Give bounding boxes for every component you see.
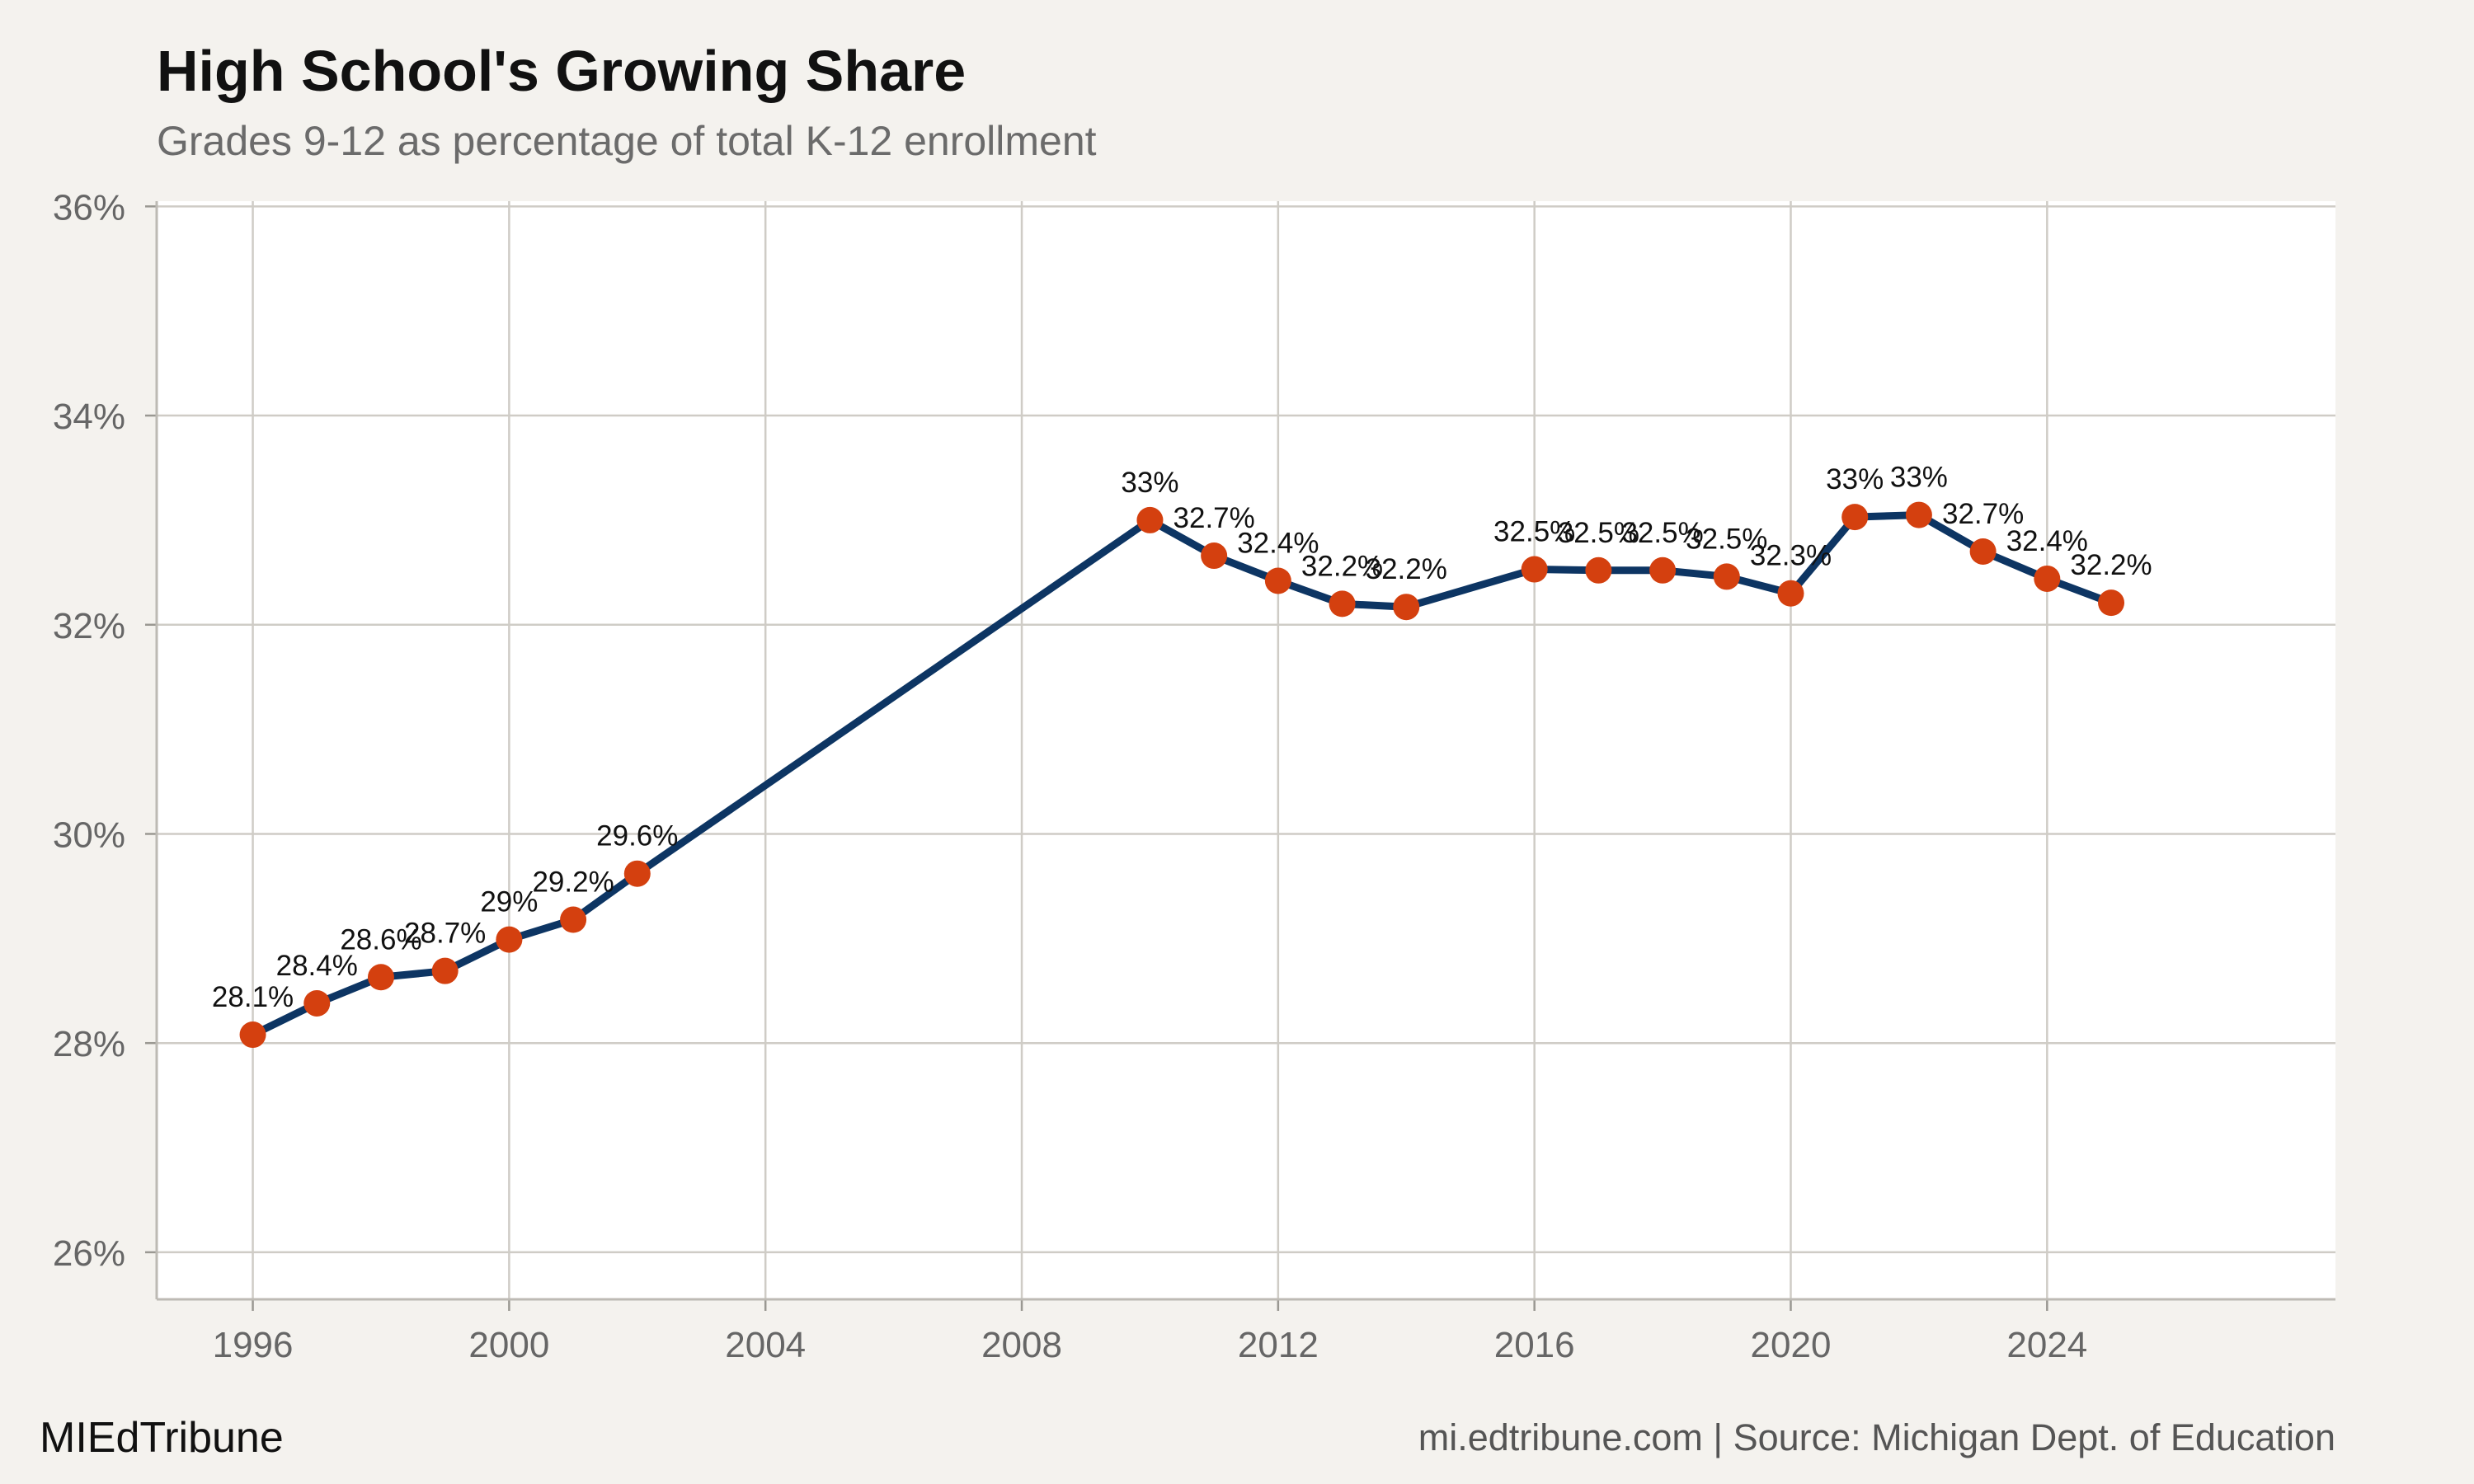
- brand-label: MIEdTribune: [40, 1414, 284, 1462]
- data-label: 32.5%: [1558, 517, 1639, 549]
- data-label: 32.2%: [1366, 553, 1447, 585]
- data-label: 32.5%: [1493, 516, 1575, 548]
- grid-lines: [157, 201, 2335, 1299]
- data-point: [1201, 542, 1228, 570]
- data-point: [1841, 504, 1869, 531]
- data-point: [496, 926, 523, 953]
- data-point: [1329, 590, 1356, 618]
- data-labels: 28.1%28.4%28.6%28.7%29%29.2%29.6%33%32.7…: [212, 462, 2152, 1013]
- x-tick-label: 2004: [725, 1325, 806, 1365]
- axes: 26% 28% 30% 32% 34% 36% 1996 2000 2004 2008 2012 20…: [53, 187, 2335, 1365]
- data-point: [1585, 556, 1612, 584]
- data-point: [367, 964, 394, 991]
- y-tick-label: 30%: [53, 815, 125, 855]
- data-label: 28.7%: [404, 918, 486, 950]
- y-tick-label: 36%: [53, 187, 125, 228]
- data-label: 32.4%: [1237, 527, 1319, 559]
- chart-title: High School's Growing Share: [157, 39, 967, 103]
- data-label: 32.5%: [1621, 517, 1703, 549]
- data-label: 33%: [1121, 467, 1178, 499]
- data-point: [1521, 556, 1548, 583]
- x-tick-label: 2012: [1238, 1325, 1319, 1365]
- data-point: [1777, 580, 1804, 607]
- data-label: 28.4%: [276, 950, 358, 982]
- data-point: [560, 906, 587, 933]
- data-point: [2034, 565, 2061, 592]
- data-label: 29.6%: [596, 820, 678, 852]
- data-point: [431, 957, 459, 984]
- data-label: 28.6%: [340, 923, 421, 956]
- y-tick-label: 34%: [53, 397, 125, 437]
- data-point: [1969, 538, 1997, 565]
- data-point: [1393, 594, 1420, 621]
- x-tick-label: 2016: [1494, 1325, 1575, 1365]
- series-line-segment: [633, 516, 1154, 878]
- series-line-segment: [1787, 513, 1859, 598]
- x-tick-label: 1996: [213, 1325, 294, 1365]
- data-label: 32.2%: [2070, 549, 2152, 581]
- source-credit: mi.edtribune.com | Source: Michigan Dept…: [1418, 1416, 2335, 1458]
- data-point: [1713, 563, 1740, 590]
- x-tick-label: 2000: [468, 1325, 549, 1365]
- data-label: 29.2%: [532, 866, 614, 899]
- x-tick-label: 2024: [2006, 1325, 2087, 1365]
- data-label: 33%: [1826, 463, 1884, 495]
- plot-panel: [157, 201, 2335, 1299]
- data-label: 32.2%: [1301, 550, 1383, 582]
- data-point: [623, 860, 651, 887]
- data-label: 32.5%: [1686, 523, 1767, 555]
- data-point: [1649, 556, 1677, 584]
- series-line-segment: [1402, 566, 1539, 611]
- data-point: [1136, 506, 1164, 533]
- data-points: [239, 501, 2125, 1049]
- data-label: 32.3%: [1750, 540, 1832, 572]
- data-label: 29%: [480, 886, 538, 918]
- data-point: [239, 1021, 266, 1049]
- data-label: 28.1%: [212, 981, 294, 1013]
- data-point: [2098, 589, 2125, 617]
- y-tick-label: 26%: [53, 1233, 125, 1274]
- y-tick-label: 28%: [53, 1024, 125, 1064]
- chart-subtitle: Grades 9-12 as percentage of total K-12 …: [157, 118, 1097, 164]
- data-point: [303, 989, 331, 1017]
- data-label: 32.4%: [2006, 525, 2088, 557]
- data-point: [1905, 501, 1932, 528]
- data-label: 33%: [1890, 462, 1948, 494]
- x-tick-label: 2008: [981, 1325, 1062, 1365]
- x-tick-label: 2020: [1751, 1325, 1832, 1365]
- data-label: 32.7%: [1174, 502, 1255, 534]
- data-label: 32.7%: [1942, 498, 2024, 530]
- data-point: [1264, 567, 1291, 594]
- y-tick-label: 32%: [53, 606, 125, 646]
